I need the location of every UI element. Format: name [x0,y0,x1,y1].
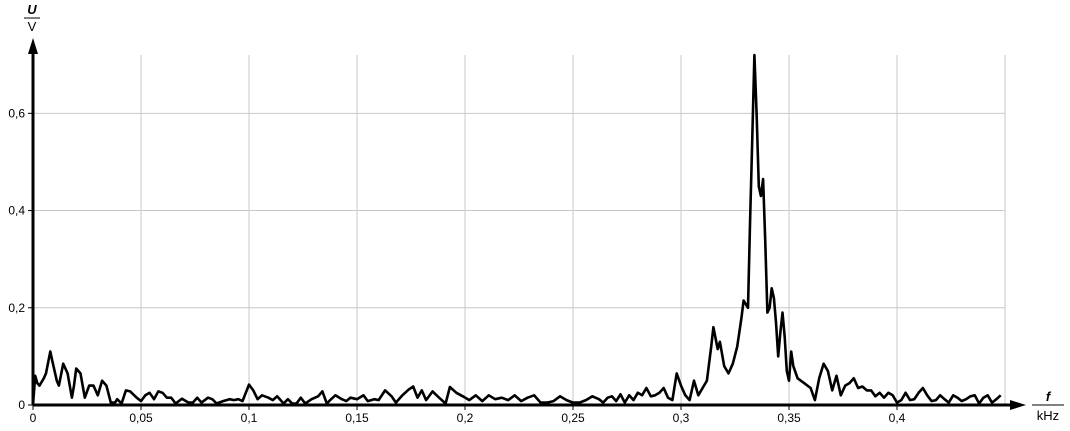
y-tick-label: 0,4 [8,204,25,218]
x-tick-label: 0,15 [345,411,369,425]
series-line [31,53,1002,406]
grid [33,55,1006,405]
x-tick-label: 0,25 [561,411,585,425]
x-tick-label: 0,1 [241,411,258,425]
y-tick-label: 0,2 [8,301,25,315]
y-axis-label: U V [24,2,40,34]
x-axis-label: f kHz [1032,389,1064,423]
y-tick-label: 0 [18,398,25,412]
tick-labels: 0 0,05 0,1 0,15 0,2 0,25 0,3 0,35 0,4 0 0,2 0,4 0,6 [8,106,905,425]
y-tick-label: 0,6 [8,106,25,120]
y-axis-unit: V [28,19,37,34]
y-axis-symbol: U [27,2,37,17]
x-tick-label: 0,2 [457,411,474,425]
x-tick-label: 0,4 [889,411,906,425]
x-axis-symbol: f [1046,389,1052,404]
x-axis-unit: kHz [1037,408,1059,423]
x-axis-arrow [1010,400,1026,410]
x-tick-label: 0,3 [673,411,690,425]
x-tick-label: 0,35 [777,411,801,425]
x-tick-label: 0 [30,411,37,425]
x-tick-label: 0,05 [129,411,153,425]
y-axis-arrow [28,38,38,54]
axes [28,38,1026,410]
